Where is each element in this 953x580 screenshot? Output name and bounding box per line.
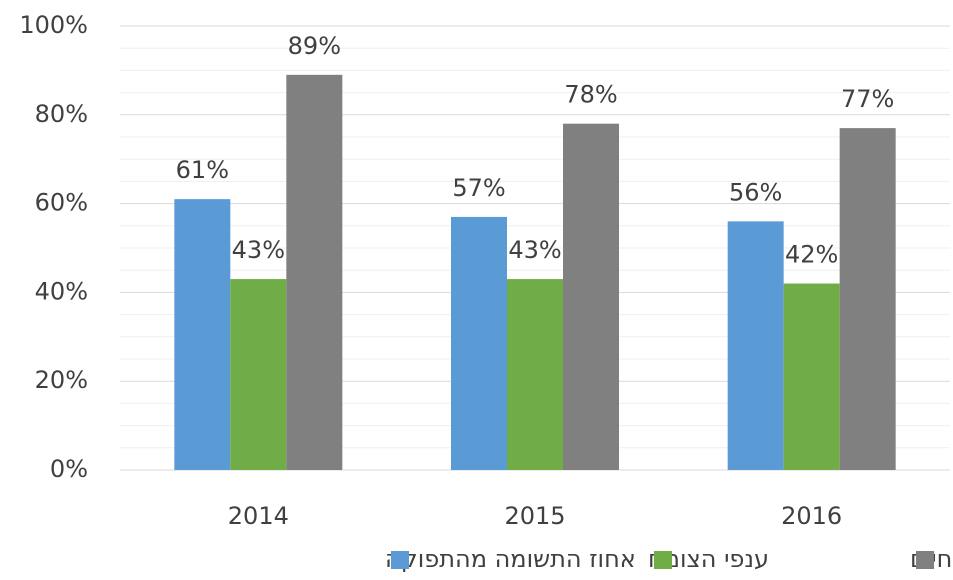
bar: [451, 216, 507, 470]
x-tick-label: 2015: [504, 502, 565, 530]
x-tick-label: 2016: [781, 502, 842, 530]
y-tick-label: 0%: [50, 455, 88, 483]
y-tick-label: 80%: [35, 100, 88, 128]
data-label: 89%: [288, 32, 341, 60]
bar: [286, 74, 343, 470]
legend-swatch: [654, 551, 672, 569]
data-label: 42%: [785, 241, 838, 269]
data-label: 77%: [841, 85, 894, 113]
legend-swatch: [916, 551, 934, 569]
data-label: 56%: [729, 178, 782, 206]
y-tick-label: 20%: [35, 366, 88, 394]
data-label: 78%: [564, 81, 617, 109]
data-label: 61%: [176, 156, 229, 184]
bar: [783, 283, 840, 470]
bar: [507, 279, 563, 470]
bar: [174, 199, 231, 470]
y-tick-label: 100%: [19, 11, 88, 39]
legend-label: אחוז התשומה מהתפוקה: [385, 545, 636, 573]
data-label: 57%: [452, 174, 505, 202]
legend-swatch: [391, 551, 409, 569]
y-tick-label: 40%: [35, 277, 88, 305]
data-label: 43%: [232, 236, 285, 264]
bar: [839, 128, 896, 470]
y-tick-label: 60%: [35, 189, 88, 217]
bar: [563, 123, 619, 471]
data-label: 43%: [508, 236, 561, 264]
x-tick-label: 2014: [228, 502, 289, 530]
bar: [230, 279, 287, 470]
bar: [727, 221, 784, 470]
